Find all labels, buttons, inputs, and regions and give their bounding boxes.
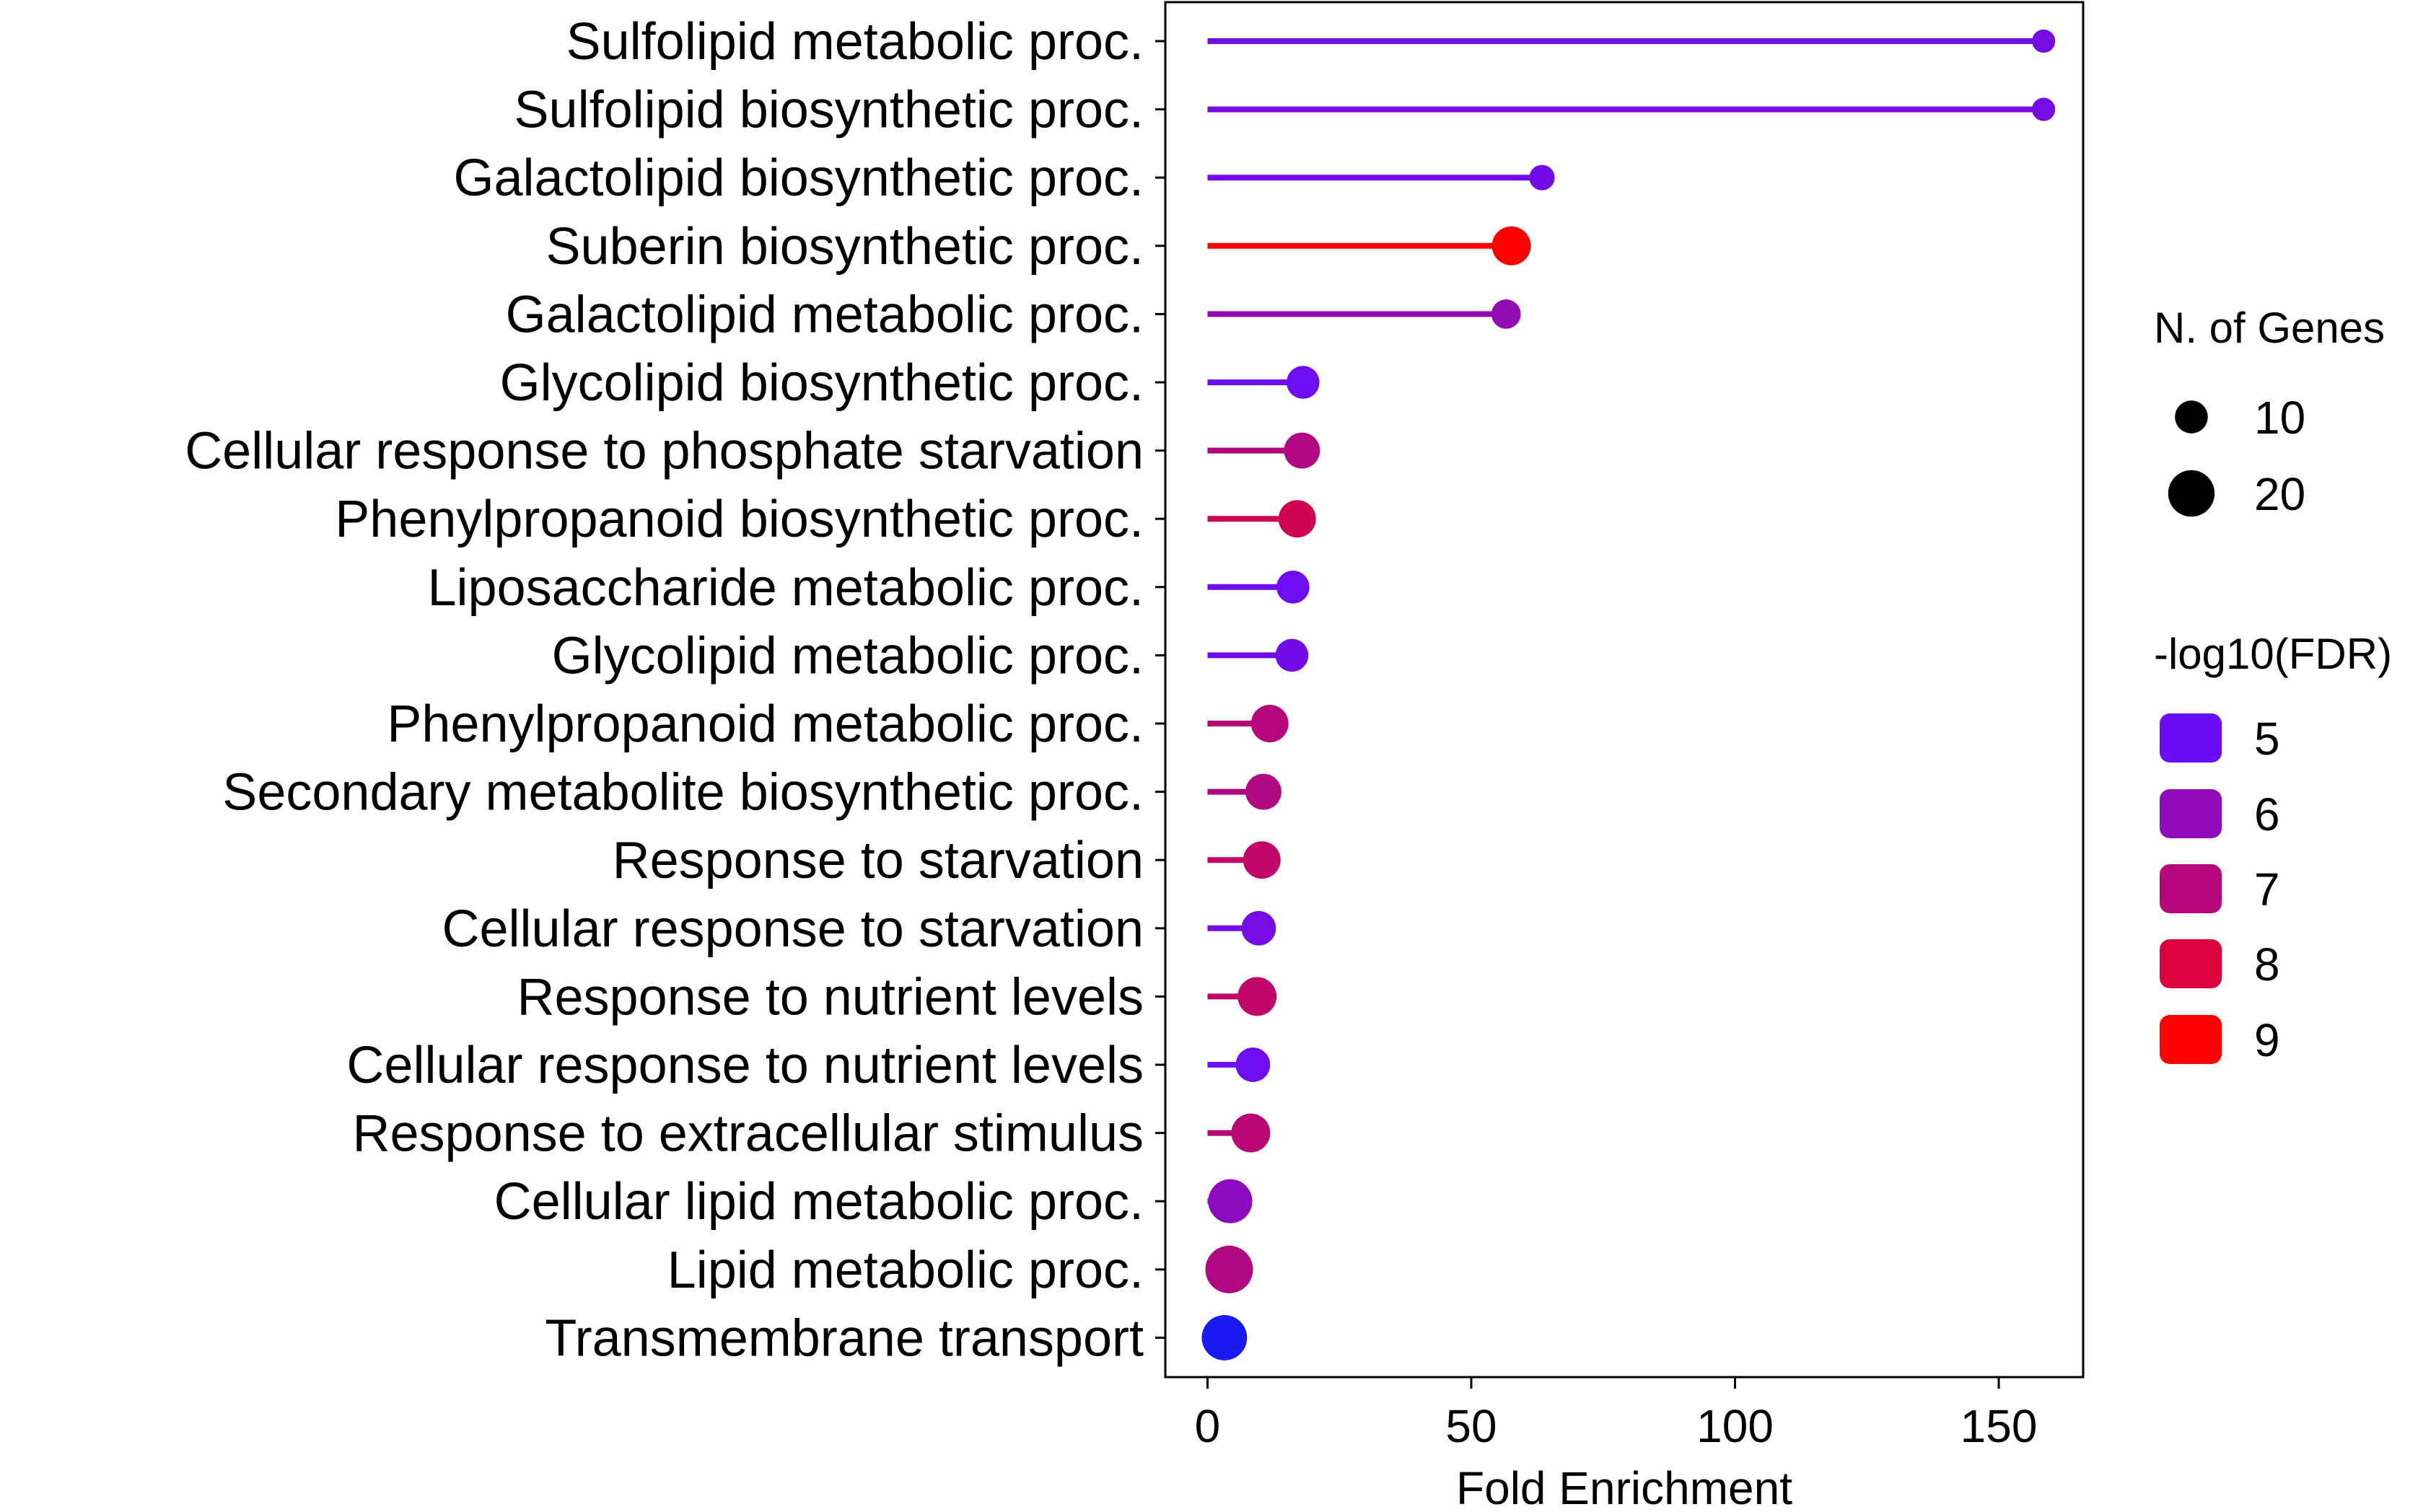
category-label: Cellular response to nutrient levels: [346, 1037, 1144, 1094]
color-legend-label: 9: [2254, 1014, 2280, 1066]
category-label: Response to nutrient levels: [517, 968, 1144, 1026]
lollipop-point: [2032, 29, 2056, 53]
category-label: Galactolipid biosynthetic proc.: [454, 149, 1144, 207]
lollipop-point: [1201, 1315, 1248, 1361]
category-label: Glycolipid biosynthetic proc.: [500, 354, 1144, 412]
category-label: Cellular response to starvation: [442, 900, 1144, 958]
plot-area: Sulfolipid metabolic proc. Sulfolipid bio…: [185, 1, 2085, 1512]
color-legend-title: -log10(FDR): [2154, 630, 2392, 678]
category-labels: Sulfolipid metabolic proc. Sulfolipid bio…: [185, 13, 1165, 1367]
lollipop-point: [1241, 910, 1276, 946]
color-legend-key: [2160, 1015, 2222, 1064]
x-tick-label: 150: [1960, 1400, 2038, 1452]
lollipop-point: [1275, 638, 1309, 672]
category-label: Transmembrane transport: [545, 1309, 1144, 1367]
category-label: Secondary metabolite biosynthetic proc.: [222, 764, 1144, 822]
lollipop-point: [1287, 366, 1320, 399]
category-label: Phenylpropanoid biosynthetic proc.: [335, 491, 1144, 548]
lollipop-point: [1284, 432, 1320, 469]
lollipop-point: [1231, 1113, 1271, 1153]
lollipop-point: [1250, 705, 1289, 742]
category-label: Suberin biosynthetic proc.: [546, 218, 1144, 276]
category-label: Liposaccharide metabolic proc.: [427, 559, 1144, 617]
lollipop-point: [2032, 97, 2056, 121]
color-legend: 5 6 7 8 9: [2160, 713, 2280, 1066]
lollipop-point: [1243, 841, 1281, 879]
category-label: Lipid metabolic proc.: [667, 1241, 1144, 1299]
x-axis-title: Fold Enrichment: [1456, 1462, 1792, 1512]
lollipop-point: [1529, 164, 1555, 190]
x-axis: 0 50 100 150: [1195, 1377, 2038, 1452]
lollipop-point: [1205, 1245, 1253, 1293]
lollipop-point: [1208, 1179, 1253, 1223]
color-legend-key: [2160, 789, 2222, 838]
lollipop-point: [1237, 977, 1277, 1016]
color-legend-label: 6: [2254, 788, 2280, 840]
category-label: Cellular response to phosphate starvatio…: [185, 423, 1144, 480]
category-label: Galactolipid metabolic proc.: [506, 286, 1144, 343]
plot-panel-border: [1164, 1, 2085, 1379]
lollipop-point: [1235, 1047, 1271, 1082]
x-tick-label: 50: [1445, 1400, 1497, 1452]
category-label: Phenylpropanoid metabolic proc.: [387, 695, 1144, 753]
lollipop-marks: [1201, 29, 2056, 1361]
category-label: Glycolipid metabolic proc.: [552, 627, 1144, 685]
category-label: Response to starvation: [613, 832, 1144, 889]
lollipop-point: [1245, 773, 1281, 810]
color-legend-key: [2160, 864, 2222, 913]
lollipop-point: [1491, 299, 1521, 329]
size-legend-key: [2168, 470, 2215, 517]
size-legend-title: N. of Genes: [2154, 304, 2385, 352]
category-label: Cellular lipid metabolic proc.: [494, 1173, 1144, 1231]
lollipop-point: [1276, 571, 1310, 604]
color-legend-label: 8: [2254, 939, 2280, 990]
x-tick-label: 100: [1696, 1400, 1774, 1452]
color-legend-label: 5: [2254, 713, 2280, 765]
color-legend-key: [2160, 713, 2222, 762]
color-legend-key: [2160, 939, 2222, 988]
size-legend-label: 20: [2254, 468, 2305, 520]
category-label: Sulfolipid biosynthetic proc.: [514, 82, 1144, 139]
x-tick-label: 0: [1195, 1400, 1221, 1452]
category-label: Response to extracellular stimulus: [353, 1105, 1144, 1163]
size-legend-label: 10: [2254, 392, 2305, 444]
size-legend-key: [2175, 400, 2208, 434]
lollipop-point: [1491, 226, 1531, 265]
color-legend-label: 7: [2254, 863, 2280, 915]
lollipop-point: [1278, 500, 1316, 538]
category-label: Sulfolipid metabolic proc.: [566, 13, 1144, 71]
